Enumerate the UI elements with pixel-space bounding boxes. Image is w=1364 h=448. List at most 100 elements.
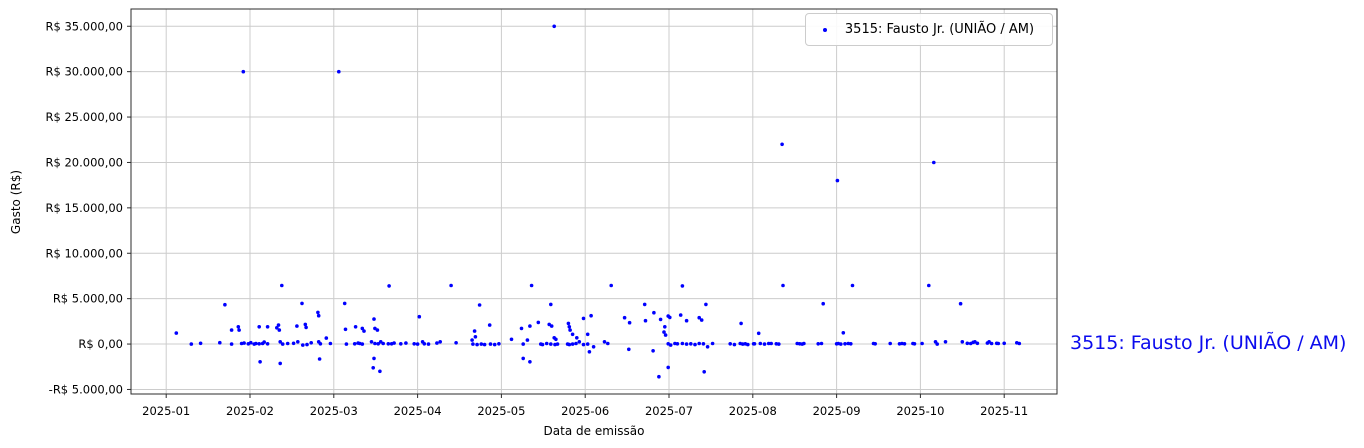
data-point bbox=[316, 313, 321, 318]
data-point bbox=[262, 340, 267, 344]
data-point bbox=[570, 342, 575, 346]
data-point bbox=[549, 342, 553, 346]
data-point bbox=[435, 341, 439, 345]
y-tick-label: R$ 15.000,00 bbox=[46, 201, 124, 215]
data-point bbox=[301, 343, 305, 347]
data-point bbox=[521, 342, 525, 346]
data-point bbox=[278, 340, 283, 344]
data-point bbox=[344, 342, 349, 346]
data-point bbox=[732, 342, 737, 347]
data-point bbox=[479, 342, 484, 346]
x-axis-label: Data de emissão bbox=[543, 424, 645, 438]
data-point bbox=[438, 340, 443, 344]
data-point bbox=[642, 302, 647, 307]
data-point bbox=[888, 341, 892, 346]
data-point bbox=[417, 314, 422, 319]
data-point bbox=[627, 320, 632, 325]
chart-legend: 3515: Fausto Jr. (UNIÃO / AM) bbox=[805, 13, 1053, 46]
data-point bbox=[381, 341, 386, 346]
data-point bbox=[544, 341, 549, 346]
data-point bbox=[360, 342, 365, 346]
data-point bbox=[850, 283, 855, 288]
data-point bbox=[699, 318, 704, 322]
data-point bbox=[746, 342, 750, 347]
data-point bbox=[841, 331, 846, 335]
data-point bbox=[643, 318, 648, 323]
data-point bbox=[587, 350, 592, 354]
data-point bbox=[958, 301, 963, 306]
data-point bbox=[375, 328, 380, 332]
data-point bbox=[265, 342, 270, 346]
data-point bbox=[241, 69, 246, 74]
data-point bbox=[975, 341, 980, 346]
data-point bbox=[497, 342, 501, 346]
data-point bbox=[265, 325, 270, 329]
data-point bbox=[591, 345, 596, 349]
data-point bbox=[675, 342, 680, 346]
data-point bbox=[529, 283, 534, 288]
x-tick-label: 2025-03 bbox=[310, 404, 358, 418]
data-point bbox=[342, 301, 347, 306]
data-point bbox=[258, 360, 262, 364]
data-point bbox=[684, 318, 689, 323]
data-point bbox=[657, 374, 661, 379]
data-point bbox=[567, 342, 572, 347]
data-point bbox=[525, 338, 530, 342]
data-point bbox=[487, 323, 492, 327]
data-point bbox=[280, 342, 285, 346]
data-point bbox=[766, 341, 771, 346]
data-point bbox=[223, 302, 227, 307]
data-point bbox=[816, 342, 820, 346]
data-point bbox=[521, 356, 525, 361]
data-point bbox=[781, 283, 785, 288]
data-point bbox=[295, 324, 299, 328]
data-point bbox=[835, 178, 840, 183]
data-point bbox=[769, 341, 773, 346]
data-point bbox=[399, 342, 403, 346]
data-point bbox=[627, 347, 631, 352]
y-axis-label: Gasto (R$) bbox=[9, 169, 23, 235]
data-point bbox=[663, 333, 668, 337]
data-point bbox=[372, 356, 376, 361]
data-point bbox=[602, 340, 607, 344]
data-point bbox=[369, 340, 374, 344]
data-point bbox=[552, 24, 556, 29]
data-point bbox=[585, 342, 590, 346]
data-point bbox=[758, 341, 763, 346]
data-point bbox=[291, 341, 296, 346]
data-point bbox=[278, 361, 283, 366]
data-point bbox=[960, 340, 965, 344]
data-point bbox=[471, 342, 475, 346]
data-point bbox=[839, 342, 843, 346]
data-point bbox=[454, 341, 458, 345]
x-tick-label: 2025-08 bbox=[729, 404, 777, 418]
data-point bbox=[254, 341, 258, 346]
data-point bbox=[280, 283, 284, 288]
data-point bbox=[740, 342, 745, 346]
data-point bbox=[549, 324, 554, 328]
data-point bbox=[821, 301, 825, 306]
data-point bbox=[777, 342, 781, 346]
data-point bbox=[324, 336, 329, 340]
data-point bbox=[701, 342, 706, 346]
data-point bbox=[392, 341, 396, 345]
y-tick-label: R$ 0,00 bbox=[78, 337, 123, 351]
data-point bbox=[606, 341, 610, 346]
data-point bbox=[935, 342, 939, 346]
data-point bbox=[680, 284, 685, 288]
data-point bbox=[242, 341, 246, 345]
x-tick-label: 2025-07 bbox=[645, 404, 693, 418]
data-point bbox=[337, 69, 341, 74]
data-point bbox=[482, 342, 487, 347]
y-tick-label: R$ 20.000,00 bbox=[46, 155, 124, 169]
data-point bbox=[575, 336, 579, 340]
data-point bbox=[965, 341, 970, 346]
data-point bbox=[305, 342, 309, 347]
data-point bbox=[989, 341, 994, 346]
data-point bbox=[873, 342, 877, 346]
data-point bbox=[275, 326, 279, 330]
data-point bbox=[343, 327, 348, 332]
y-tick-label: -R$ 5.000,00 bbox=[49, 382, 123, 396]
data-point bbox=[1017, 341, 1022, 346]
